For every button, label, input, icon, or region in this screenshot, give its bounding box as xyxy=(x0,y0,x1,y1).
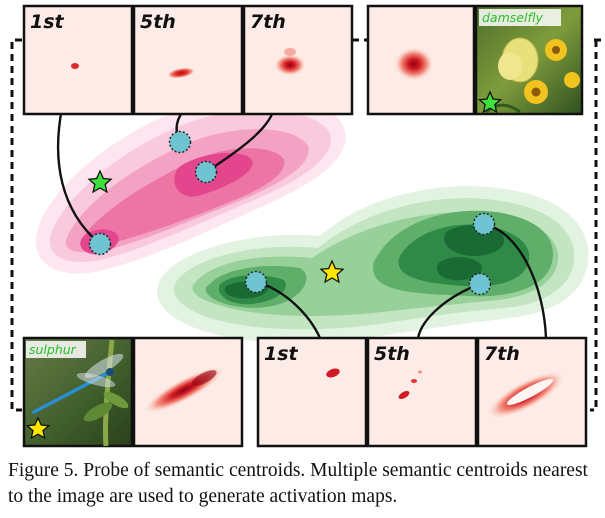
bottom-heat-7th xyxy=(486,370,566,420)
centroid-green-2 xyxy=(468,272,492,296)
dashed-brackets xyxy=(10,38,604,412)
bottom-heat-1st xyxy=(326,368,340,378)
green-star-icon xyxy=(87,169,113,194)
top-heat-combined xyxy=(394,47,434,81)
green-star-icon-photo xyxy=(477,90,503,114)
yellow-star-icon-photo xyxy=(25,416,51,440)
bottom-panel-5th xyxy=(366,336,478,448)
bottom-heat-5th xyxy=(398,370,422,399)
top-heat-5th xyxy=(167,67,195,79)
top-heat-1st xyxy=(71,63,79,69)
pink-cluster xyxy=(35,94,346,274)
bottom-panel-row: sulphur 1st 5th 7th xyxy=(22,336,588,448)
figure-5: 1st 5th 7th damselfly sulphur xyxy=(10,4,604,448)
bottom-panel-1st xyxy=(256,336,368,448)
centroid-green-1 xyxy=(244,270,268,294)
top-heat-7th xyxy=(274,48,306,76)
centroid-pink-3 xyxy=(194,160,218,184)
top-label-5th: 5th xyxy=(140,11,176,33)
bottom-label-5th: 5th xyxy=(374,343,410,365)
yellow-star-icon xyxy=(319,259,345,284)
bottom-label-1st: 1st xyxy=(264,343,299,365)
bottom-photo-tag: sulphur xyxy=(29,342,77,357)
bottom-label-7th: 7th xyxy=(484,343,520,365)
top-label-1st: 1st xyxy=(30,11,65,33)
damselfly-photo xyxy=(32,339,129,447)
centroid-green-3 xyxy=(472,212,496,236)
top-panel-5th xyxy=(132,4,244,116)
top-panel-row: 1st 5th 7th damselfly xyxy=(22,4,584,116)
top-label-7th: 7th xyxy=(250,11,286,33)
centroid-pink-1 xyxy=(88,232,112,256)
sulphur-butterfly-photo xyxy=(485,37,580,114)
bottom-heat-combined xyxy=(143,366,225,414)
top-panel-1st xyxy=(22,4,134,116)
top-photo-tag: damselfly xyxy=(482,10,544,25)
centroid-markers xyxy=(88,130,496,296)
centroid-pink-2 xyxy=(168,130,192,154)
figure-caption: Figure 5. Probe of semantic centroids. M… xyxy=(8,460,588,507)
